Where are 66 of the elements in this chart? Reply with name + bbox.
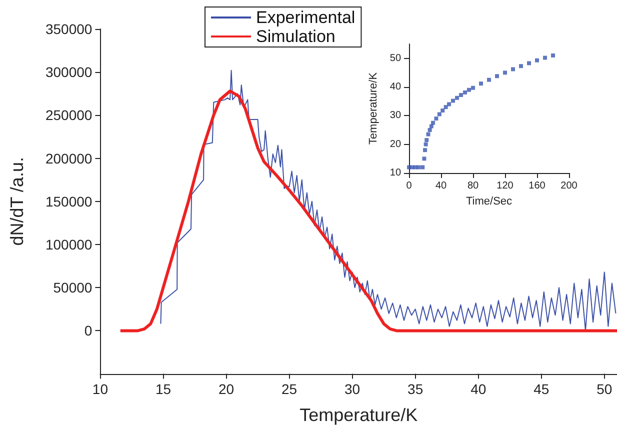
point [434, 116, 438, 121]
y-tick-label: 0 [84, 322, 92, 339]
y-tick-label: 30 [390, 110, 402, 122]
point [429, 124, 434, 128]
point [459, 93, 464, 98]
x-tick-label: 10 [92, 380, 108, 397]
point [487, 78, 492, 82]
x-axis-title: Temperature/K [300, 405, 418, 425]
x-tick-label: 20 [218, 380, 234, 397]
point [479, 82, 484, 86]
point [426, 132, 430, 136]
y-tick-label: 200000 [45, 150, 92, 166]
point [455, 96, 460, 100]
point [422, 156, 426, 161]
point [416, 165, 421, 170]
point [424, 138, 429, 142]
x-tick-label: 30 [344, 380, 360, 397]
x-tick-label: 40 [470, 380, 486, 397]
point [440, 108, 445, 113]
x-tick-label: 15 [155, 380, 172, 397]
y-axis-title: dN/dT /a.u. [7, 157, 27, 246]
point [543, 56, 548, 60]
y-tick-label: 10 [390, 168, 402, 178]
point [535, 58, 540, 62]
point [551, 53, 555, 58]
y-tick-label: 100000 [45, 236, 92, 252]
y-axis-title: Temperature/K [368, 72, 380, 145]
y-tick-label: 150000 [45, 193, 92, 210]
point [437, 112, 442, 116]
point [431, 120, 436, 125]
x-tick-label: 0 [406, 180, 412, 192]
line-series [160, 70, 616, 332]
legend-label: Experimental [256, 8, 356, 27]
point [428, 128, 432, 132]
x-tick-label: 160 [528, 180, 546, 192]
point [423, 148, 428, 152]
y-tick-label: 40 [390, 82, 402, 92]
y-tick-label: 300000 [45, 64, 92, 80]
point [467, 88, 472, 92]
y-tick-label: 350000 [45, 21, 92, 37]
x-tick-label: 45 [534, 380, 550, 397]
y-tick-label: 50000 [53, 280, 92, 296]
point [527, 61, 532, 66]
point [420, 165, 425, 170]
x-tick-label: 120 [496, 180, 514, 192]
point [471, 86, 476, 90]
point [519, 64, 524, 68]
y-tick-label: 20 [390, 138, 402, 150]
point [495, 74, 500, 78]
y-tick-label: 250000 [45, 107, 92, 124]
x-tick-label: 40 [435, 180, 448, 192]
point [444, 105, 448, 110]
point [424, 142, 428, 146]
x-axis-title: Time/Sec [466, 196, 513, 208]
point [511, 67, 516, 72]
x-tick-label: 80 [467, 180, 480, 192]
x-tick-label: 50 [596, 380, 612, 397]
x-tick-label: 200 [560, 180, 578, 192]
legend-label: Simulation [256, 27, 336, 46]
point [447, 102, 452, 106]
point [451, 98, 456, 103]
x-tick-label: 35 [408, 380, 424, 397]
y-tick-label: 50 [390, 52, 402, 64]
point [463, 90, 468, 94]
x-tick-label: 25 [281, 380, 298, 397]
point [503, 70, 508, 75]
